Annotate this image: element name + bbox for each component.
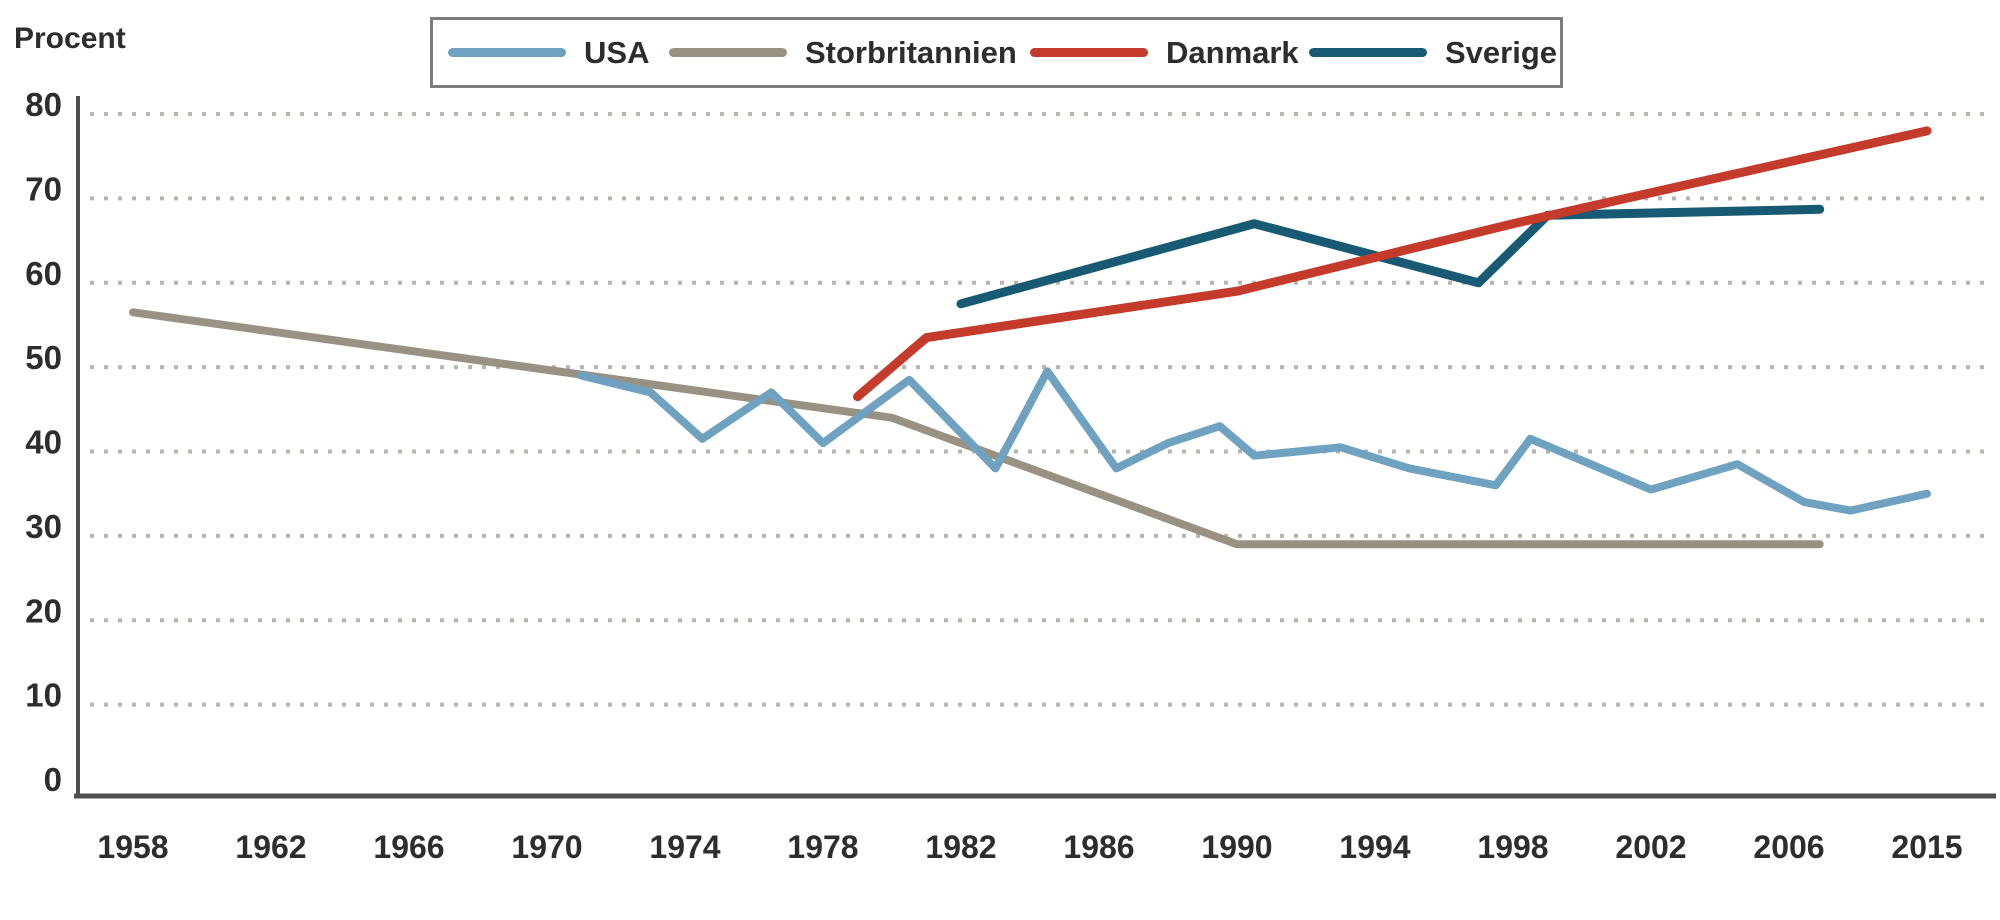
y-tick-label-40: 40 xyxy=(25,424,62,461)
legend-item-danmark: Danmark xyxy=(1030,20,1299,85)
legend-swatch-storbritannien xyxy=(669,48,787,57)
series-line-storbritannien xyxy=(129,308,1824,549)
legend-label-danmark: Danmark xyxy=(1166,34,1299,70)
legend-swatch-sverige xyxy=(1309,48,1427,57)
series-line-usa xyxy=(577,367,1931,515)
y-tick-label-60: 60 xyxy=(25,255,62,292)
y-tick-label-0: 0 xyxy=(44,761,62,798)
series-line-sverige xyxy=(956,204,1825,309)
legend-item-storbritannien: Storbritannien xyxy=(669,20,1017,85)
x-tick-label-1998: 1998 xyxy=(1477,829,1548,865)
x-tick-label-1958: 1958 xyxy=(97,829,168,865)
legend-swatch-usa xyxy=(448,48,566,57)
y-tick-label-30: 30 xyxy=(25,508,62,545)
legend-item-sverige: Sverige xyxy=(1309,20,1557,85)
y-tick-label-10: 10 xyxy=(25,677,62,714)
x-tick-label-1962: 1962 xyxy=(235,829,306,865)
x-tick-label-1978: 1978 xyxy=(787,829,858,865)
x-tick-label-1974: 1974 xyxy=(649,829,720,865)
y-tick-label-70: 70 xyxy=(25,170,62,207)
legend-item-usa: USA xyxy=(448,20,649,85)
x-tick-label-1990: 1990 xyxy=(1201,829,1272,865)
legend-label-sverige: Sverige xyxy=(1445,34,1558,70)
series-line-danmark xyxy=(853,126,1932,402)
x-tick-label-1994: 1994 xyxy=(1339,829,1410,865)
x-tick-label-1982: 1982 xyxy=(925,829,996,865)
y-tick-label-20: 20 xyxy=(25,592,62,629)
legend: USA Storbritannien Danmark Sverige xyxy=(430,17,1563,88)
x-tick-label-2006: 2006 xyxy=(1753,829,1824,865)
y-tick-label-80: 80 xyxy=(25,86,62,123)
x-tick-label-2002: 2002 xyxy=(1615,829,1686,865)
x-tick-label-1970: 1970 xyxy=(511,829,582,865)
y-axis-title: Procent xyxy=(14,22,126,55)
y-tick-label-50: 50 xyxy=(25,339,62,376)
x-tick-label-1966: 1966 xyxy=(373,829,444,865)
legend-swatch-danmark xyxy=(1030,48,1148,57)
legend-label-storbritannien: Storbritannien xyxy=(805,34,1017,70)
x-tick-label-2015: 2015 xyxy=(1891,829,1962,865)
x-tick-label-1986: 1986 xyxy=(1063,829,1134,865)
legend-label-usa: USA xyxy=(584,34,650,70)
